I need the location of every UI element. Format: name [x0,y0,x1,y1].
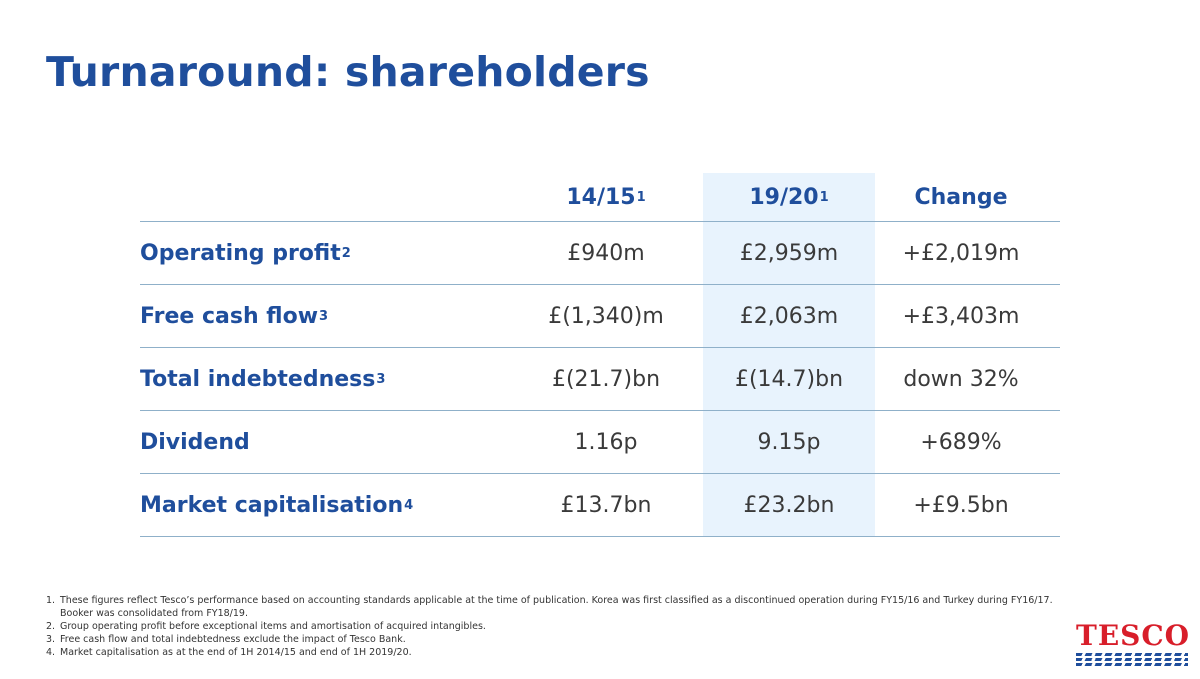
value-14-15: 1.16p [574,429,638,455]
row-label: Market capitalisation 4 [140,492,414,518]
table-row-operating-profit: Operating profit 2 £940m £2,959m +£2,019m [140,222,1060,285]
value-14-15: £(21.7)bn [551,366,661,392]
current-year-highlight [703,173,875,536]
row-label: Dividend [140,429,250,455]
value-19-20: £2,959m [739,240,839,266]
table-row-total-indebtedness: Total indebtedness 3 £(21.7)bn £(14.7)bn … [140,348,1060,411]
tesco-logo: TESCO [1076,619,1191,666]
logo-stripe [1076,653,1188,656]
footnote: 4. Market capitalisation as at the end of… [46,647,412,658]
footnote: 3. Free cash flow and total indebtedness … [46,634,406,645]
value-19-20: £(14.7)bn [734,366,844,392]
value-change: +£2,019m [902,240,1020,266]
table-row-dividend: Dividend 1.16p 9.15p +689% [140,411,1060,474]
footnotes: 1. These figures reflect Tesco’s performa… [46,594,1056,659]
header-19-20: 19/20 1 [749,184,829,210]
value-19-20: £23.2bn [743,492,835,518]
footnote: 2. Group operating profit before exceptio… [46,621,486,632]
value-19-20: 9.15p [757,429,821,455]
value-14-15: £13.7bn [560,492,652,518]
table-row-market-capitalisation: Market capitalisation 4 £13.7bn £23.2bn +… [140,474,1060,537]
value-14-15: £(1,340)m [548,303,664,329]
page-title: Turnaround: shareholders [46,48,650,96]
table-row-free-cash-flow: Free cash flow 3 £(1,340)m £2,063m +£3,40… [140,285,1060,348]
value-change: +£3,403m [902,303,1020,329]
value-change: +£9.5bn [913,492,1009,518]
header-14-15: 14/15 1 [566,184,646,210]
row-label: Free cash flow 3 [140,303,329,329]
results-table: 14/15 1 19/20 1 Change Operating profit 2 £… [140,173,1060,537]
value-19-20: £2,063m [739,303,839,329]
value-14-15: £940m [567,240,645,266]
footnote: 1. These figures reflect Tesco’s performa… [46,595,1053,619]
logo-stripe [1076,663,1188,666]
table-header-row: 14/15 1 19/20 1 Change [140,173,1060,222]
value-change: down 32% [903,366,1019,392]
value-change: +689% [920,429,1002,455]
header-change: Change [914,184,1008,210]
logo-wordmark: TESCO [1076,619,1191,652]
row-label: Total indebtedness 3 [140,366,386,392]
row-label: Operating profit 2 [140,240,351,266]
logo-stripe [1076,658,1188,661]
